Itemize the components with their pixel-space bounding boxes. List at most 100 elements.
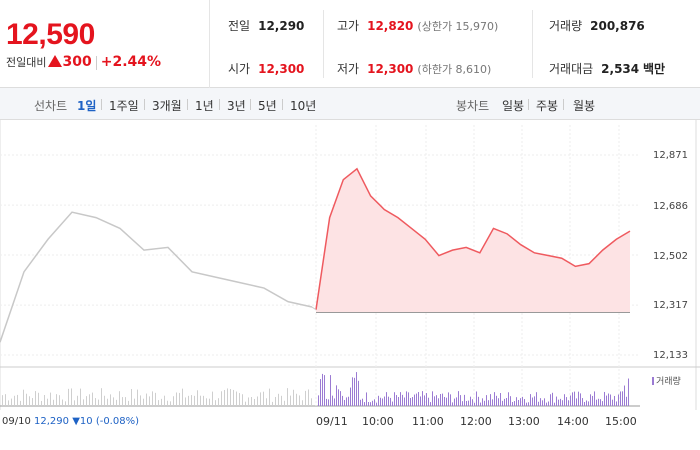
volume-bar [17,394,18,406]
change-label: 전일대비 [6,56,47,69]
volume-bar [606,395,607,406]
volume-bar [80,388,81,406]
volume-bar [490,394,491,406]
volume-bar [356,372,357,406]
volume-bar [8,400,9,406]
volume-bar [245,401,246,406]
divider [219,99,220,110]
volume-bar [350,387,351,406]
volume-bar [462,401,463,406]
volume-bar [164,395,165,406]
volume-bar [293,389,294,406]
volume-bar [328,399,329,406]
volume-bar [444,396,445,406]
volume-bar [620,391,621,406]
change-percent: +2.44% [100,54,162,70]
volume-bar [478,396,479,406]
volume-bar [340,391,341,406]
volume-bar [41,400,42,406]
volume-bar [299,395,300,406]
volume-bar [146,393,147,406]
volume-bar [236,391,237,406]
change-value: 300 [62,54,92,70]
volume-bar [380,397,381,406]
volume-bar [89,394,90,406]
volume-bar [596,399,597,406]
lower-limit: (하한가 8,610) [417,63,492,76]
volume-bar [582,398,583,406]
volume-bar [392,401,393,406]
volume-bar [394,392,395,406]
volume-bar [520,398,521,406]
volume-bar [486,395,487,406]
prev-value: 12,290 [258,19,305,33]
divider [528,99,529,110]
volume-bar [398,397,399,406]
price-area-fill [316,168,630,313]
volume-bar [161,398,162,406]
volume-bar [29,396,30,406]
volume-bar [538,401,539,406]
volume-bar [125,397,126,406]
info-change: ▼10 [72,416,93,427]
divider [250,99,251,110]
volume-bar [452,402,453,406]
volume-bar [332,395,333,406]
volume-bar [560,398,561,406]
volume-bar [572,392,573,406]
volume-bar [384,396,385,406]
volume-bar [77,395,78,406]
volume-bar [2,395,3,406]
current-price-box: 12,590 전일대비 300 +2.44% [0,0,210,88]
x-tick-label: 12:00 [460,415,492,428]
tab-weekly-candle[interactable]: 주봉 [536,99,559,113]
volume-bar [155,392,156,406]
volume-bar [254,398,255,406]
volume-bar [496,395,497,406]
volume-bar [92,392,93,406]
volume-bar [86,396,87,406]
tab-3year[interactable]: 3년 [227,99,246,113]
tab-3month[interactable]: 3개월 [152,99,182,113]
divider [187,99,188,110]
tab-10year[interactable]: 10년 [290,99,317,113]
price-series [0,167,631,343]
tab-daily-candle[interactable]: 일봉 [502,99,525,113]
volume-bar [32,398,33,406]
volume-bar [420,396,421,406]
amount-label: 거래대금 [549,62,594,76]
volume-bar [598,398,599,406]
tab-monthly-candle[interactable]: 월봉 [573,99,596,113]
hover-info: 09/10 12,290 ▼10 (-0.08%) [2,416,139,427]
volume-bar [62,399,63,406]
volume-bar [440,393,441,406]
volume-label: 거래량 [549,19,583,33]
volume-bar [242,394,243,406]
volume-swatch [652,377,654,385]
tab-5year[interactable]: 5년 [258,99,277,113]
volume-bar [628,378,629,406]
tab-1week[interactable]: 1주일 [109,99,139,113]
volume-bar [540,398,541,406]
volume-bar [179,392,180,406]
volume-bar [11,398,12,406]
volume-bar [466,400,467,406]
volume-bar [200,395,201,406]
volume-bar [604,391,605,406]
info-percent: (-0.08%) [95,416,139,427]
volume-bar [476,391,477,406]
volume-bar [558,399,559,406]
divider [144,99,145,110]
volume-bar [442,393,443,406]
volume-bar [284,400,285,406]
volume-bar [448,392,449,406]
high-value: 12,820 [367,19,414,33]
tab-1day[interactable]: 1일 [77,99,97,113]
tab-1year[interactable]: 1년 [195,99,214,113]
volume-bar [434,396,435,406]
price-summary-panel: 12,590 전일대비 300 +2.44% 전일 12,290 시가 12,300 고… [0,0,700,88]
volume-bar [574,391,575,406]
prev-day-line [0,211,313,343]
volume-bar [104,395,105,406]
volume-bar [370,402,371,406]
